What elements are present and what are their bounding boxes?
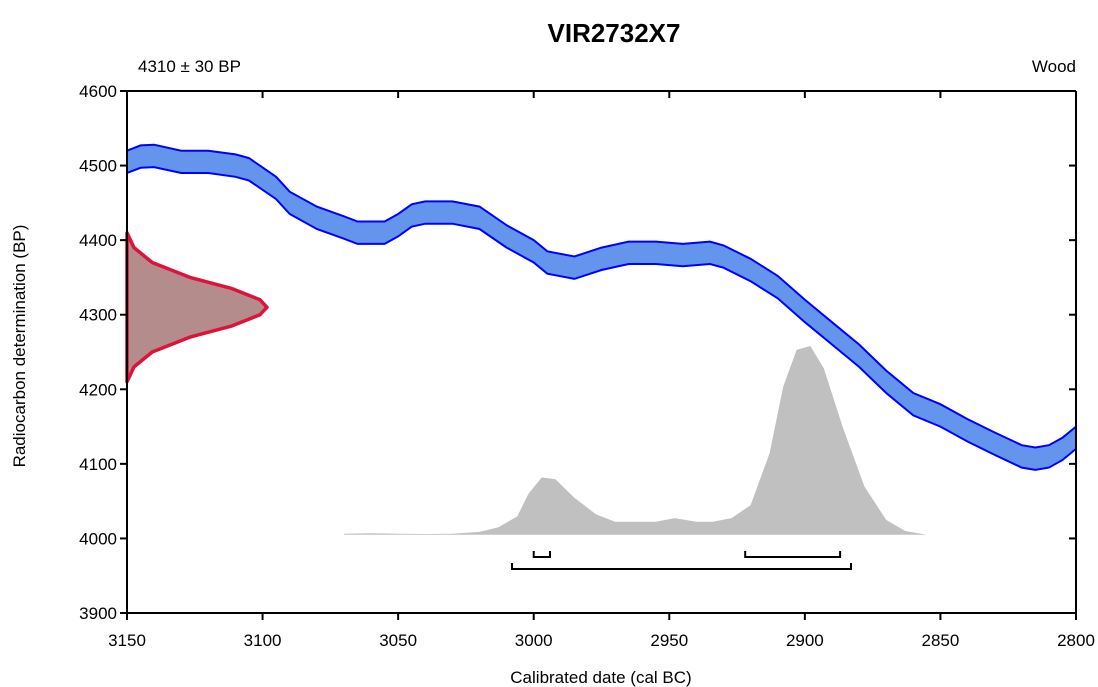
x-tick-label: 3000 bbox=[515, 631, 553, 650]
y-axis-label: Radiocarbon determination (BP) bbox=[10, 225, 29, 468]
y-tick-label: 3900 bbox=[79, 604, 117, 623]
sample-date-label: 4310 ± 30 BP bbox=[138, 57, 241, 76]
y-tick-label: 4500 bbox=[79, 157, 117, 176]
x-tick-label: 2950 bbox=[650, 631, 688, 650]
calibration-curve-lower bbox=[126, 166, 1077, 471]
x-tick-label: 2900 bbox=[786, 631, 824, 650]
material-label: Wood bbox=[1032, 57, 1076, 76]
plot-area bbox=[125, 143, 1077, 570]
posterior-distribution bbox=[343, 346, 927, 535]
x-tick-label: 3150 bbox=[108, 631, 146, 650]
y-tick-label: 4200 bbox=[79, 380, 117, 399]
x-tick-label: 3100 bbox=[244, 631, 282, 650]
y-tick-label: 4400 bbox=[79, 231, 117, 250]
range-68-bracket bbox=[532, 551, 551, 558]
axes: 3150 3100 3050 3000 2950 2900 2850 2800 3900 4000… bbox=[79, 82, 1095, 650]
range-68-bracket bbox=[744, 551, 842, 558]
calibration-curve-upper bbox=[126, 143, 1077, 449]
x-tick-label: 2800 bbox=[1057, 631, 1095, 650]
measurement-distribution bbox=[125, 230, 269, 384]
y-tick-label: 4000 bbox=[79, 529, 117, 548]
x-tick-label: 2850 bbox=[922, 631, 960, 650]
range-95-bracket bbox=[511, 563, 852, 570]
x-tick-label: 3050 bbox=[379, 631, 417, 650]
y-tick-label: 4300 bbox=[79, 306, 117, 325]
calibration-curve-band bbox=[127, 144, 1076, 470]
chart-title: VIR2732X7 bbox=[548, 18, 681, 48]
y-tick-label: 4600 bbox=[79, 82, 117, 101]
x-axis-label: Calibrated date (cal BC) bbox=[510, 668, 691, 687]
y-tick-label: 4100 bbox=[79, 455, 117, 474]
